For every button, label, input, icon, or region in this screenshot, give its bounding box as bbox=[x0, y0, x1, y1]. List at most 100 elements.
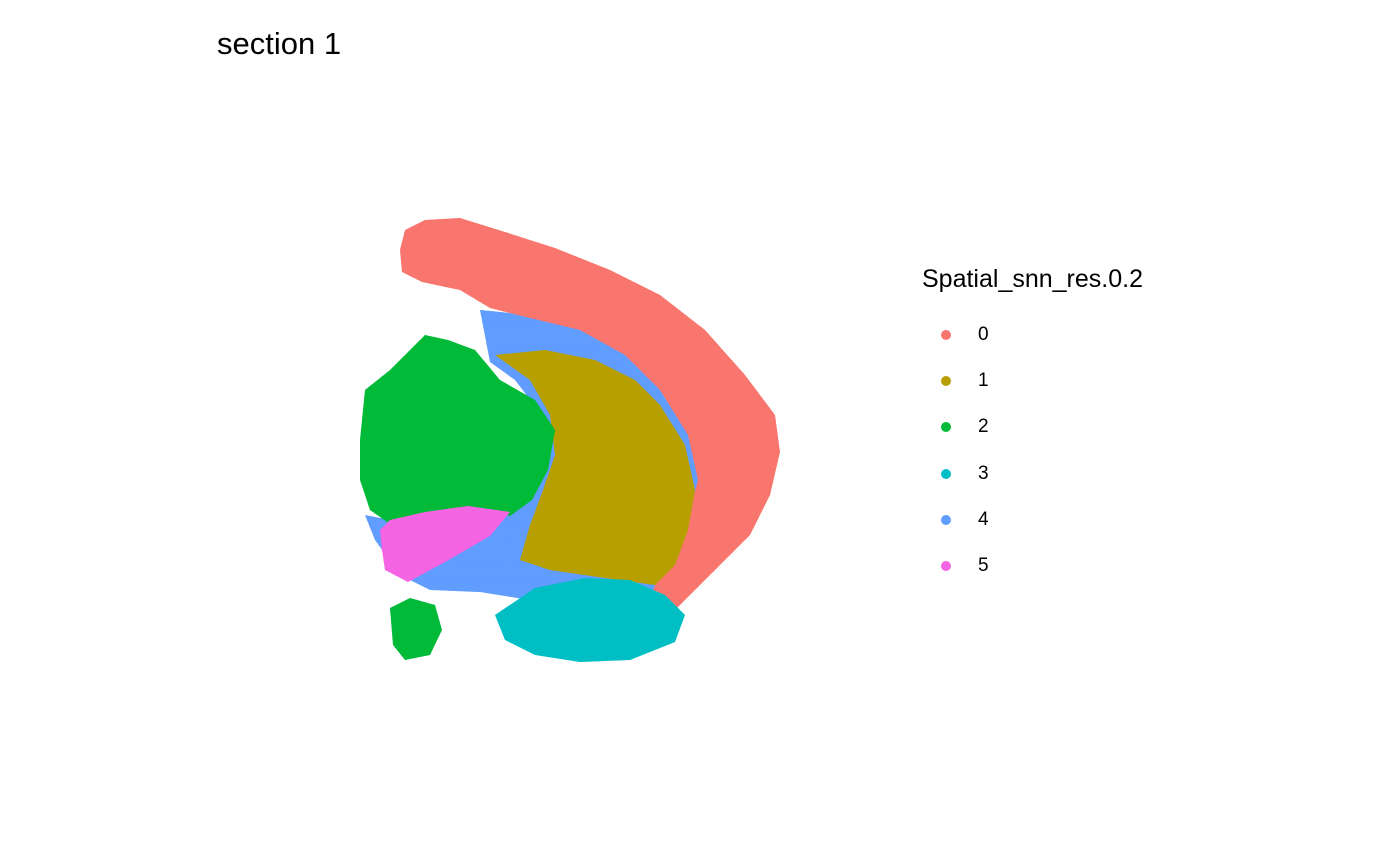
spot bbox=[413, 325, 423, 335]
spot bbox=[689, 224, 699, 234]
spot bbox=[705, 302, 715, 312]
spot bbox=[330, 208, 339, 218]
spot bbox=[757, 325, 767, 335]
spot bbox=[597, 190, 607, 195]
spot bbox=[353, 583, 363, 593]
spot bbox=[557, 190, 567, 195]
spot bbox=[701, 201, 711, 211]
spot bbox=[721, 255, 731, 265]
spot bbox=[349, 325, 359, 335]
spot bbox=[789, 325, 799, 335]
spot bbox=[481, 208, 491, 218]
spot bbox=[373, 653, 383, 663]
spot bbox=[637, 263, 647, 273]
spot bbox=[801, 224, 810, 234]
spot bbox=[721, 661, 731, 671]
spot bbox=[549, 232, 559, 242]
spot bbox=[797, 528, 807, 538]
spot bbox=[729, 208, 739, 218]
spot bbox=[373, 190, 383, 195]
spot bbox=[681, 224, 691, 234]
spot bbox=[437, 190, 447, 195]
spot bbox=[333, 419, 343, 429]
spot bbox=[717, 637, 727, 647]
spot bbox=[765, 622, 775, 632]
spot bbox=[797, 325, 807, 335]
spot bbox=[601, 661, 611, 671]
spot bbox=[645, 201, 655, 211]
spot bbox=[765, 653, 775, 663]
spot bbox=[757, 310, 767, 320]
spot bbox=[345, 380, 355, 390]
spot bbox=[517, 190, 527, 195]
spot bbox=[581, 216, 591, 226]
spot bbox=[553, 661, 563, 671]
spot bbox=[361, 208, 371, 218]
spot bbox=[501, 216, 511, 226]
spot bbox=[377, 302, 387, 312]
spot bbox=[353, 286, 363, 296]
spot bbox=[729, 598, 739, 608]
spot bbox=[645, 279, 655, 289]
spot bbox=[629, 216, 639, 226]
spot bbox=[785, 240, 795, 250]
spot bbox=[485, 216, 495, 226]
spot bbox=[337, 645, 347, 655]
spot bbox=[793, 505, 803, 515]
spot bbox=[777, 458, 787, 468]
spot bbox=[369, 271, 379, 281]
spot bbox=[777, 536, 787, 546]
spot bbox=[645, 653, 655, 663]
spot bbox=[349, 201, 359, 211]
spot bbox=[330, 427, 339, 437]
spot bbox=[357, 606, 367, 616]
spot bbox=[385, 271, 395, 281]
spot bbox=[697, 302, 707, 312]
spot bbox=[781, 528, 791, 538]
spot bbox=[417, 318, 427, 328]
spot bbox=[353, 552, 363, 562]
spot bbox=[781, 419, 791, 429]
spot bbox=[601, 208, 611, 218]
spot bbox=[797, 201, 807, 211]
spot bbox=[789, 357, 799, 367]
spot bbox=[765, 190, 775, 195]
spot bbox=[497, 208, 507, 218]
spot bbox=[337, 427, 347, 437]
spot bbox=[781, 653, 791, 663]
spot bbox=[649, 255, 659, 265]
spot bbox=[333, 544, 343, 554]
spot bbox=[649, 271, 659, 281]
spot bbox=[593, 193, 603, 203]
spot bbox=[393, 208, 403, 218]
spot bbox=[801, 193, 810, 203]
spot bbox=[769, 271, 779, 281]
spot bbox=[761, 224, 771, 234]
spot bbox=[645, 190, 655, 195]
spot bbox=[701, 247, 711, 257]
spot bbox=[617, 208, 627, 218]
spot bbox=[361, 271, 371, 281]
spot bbox=[393, 224, 403, 234]
spot bbox=[793, 349, 803, 359]
spot bbox=[337, 333, 347, 343]
spot bbox=[509, 653, 519, 663]
spot bbox=[333, 341, 343, 351]
spot bbox=[509, 201, 519, 211]
spot bbox=[601, 224, 611, 234]
spot bbox=[617, 240, 627, 250]
spot bbox=[617, 193, 627, 203]
spot bbox=[661, 216, 671, 226]
spot bbox=[330, 294, 335, 304]
spot bbox=[330, 263, 335, 273]
spot bbox=[365, 232, 375, 242]
spot bbox=[721, 318, 731, 328]
spot bbox=[373, 232, 383, 242]
spot bbox=[729, 286, 739, 296]
spot bbox=[330, 661, 339, 671]
spot bbox=[781, 279, 791, 289]
spot bbox=[773, 294, 783, 304]
spot bbox=[685, 216, 695, 226]
spot bbox=[765, 294, 775, 304]
spot bbox=[717, 263, 727, 273]
